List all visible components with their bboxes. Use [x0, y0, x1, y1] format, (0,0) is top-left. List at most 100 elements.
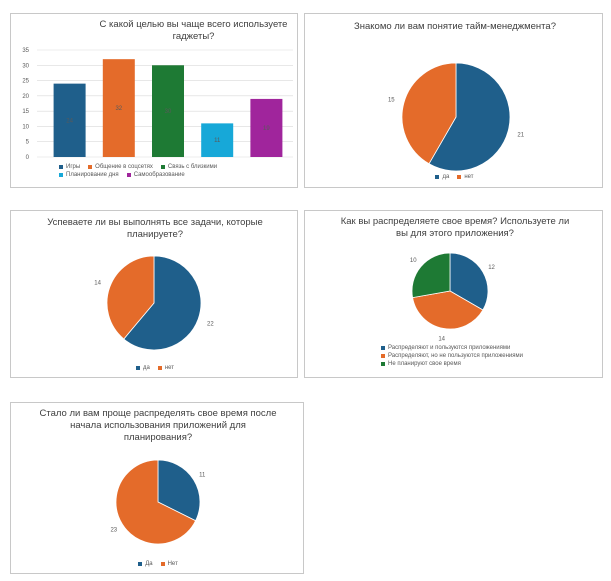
data-label: 14	[438, 336, 445, 342]
pie-slice	[157, 459, 201, 522]
legend-item: да	[435, 174, 449, 180]
pie-slice	[115, 459, 197, 545]
legend-item: Нет	[160, 561, 178, 567]
pie-chart: 21 15	[388, 62, 525, 172]
legend-swatch	[88, 165, 93, 169]
y-tick-label: 30	[22, 63, 29, 69]
legend-item: нет	[157, 365, 175, 371]
y-tick-label: 5	[26, 140, 30, 146]
legend-swatch	[135, 366, 140, 370]
legend-item: Не планируют свое время	[381, 361, 461, 367]
pie-slice	[401, 62, 457, 165]
pie-chart: 12 14 10	[410, 252, 496, 342]
legend-item: нет	[457, 174, 474, 180]
pie-slice	[428, 62, 511, 172]
legend-row: Игры Общение в соцсетях Связь с близкими	[59, 164, 289, 170]
legend-row: да нет	[305, 174, 604, 180]
data-label: 11	[199, 473, 206, 479]
legend-label: Связь с близкими	[167, 164, 218, 170]
pie-chart-panel-distribution: Как вы распределяете свое время? Использ…	[304, 210, 603, 378]
data-label: 12	[488, 265, 495, 271]
data-label: 30	[165, 109, 172, 115]
legend-label: Самообразование	[133, 172, 185, 178]
chart-legend: Да Нет	[11, 561, 305, 569]
legend-item: Общение в соцсетях	[88, 164, 153, 170]
chart-title: Как вы распределяете свое время? Использ…	[340, 216, 570, 239]
chart-legend: да нет	[305, 174, 604, 182]
legend-swatch	[138, 562, 143, 566]
data-label: 11	[214, 138, 221, 144]
pie-slice	[123, 255, 202, 351]
legend-item: Связь с близкими	[160, 164, 218, 170]
legend-item: Распределяют, но не пользуются приложени…	[381, 353, 523, 359]
chart-title: Успеваете ли вы выполнять все задачи, ко…	[47, 217, 263, 240]
legend-swatch	[160, 165, 165, 169]
pie-slice	[412, 290, 484, 330]
legend-item: да	[135, 365, 150, 371]
legend-item: Планирование дня	[59, 172, 119, 178]
data-label: 21	[517, 132, 524, 138]
legend-label: Распределяют, но не пользуются приложени…	[388, 353, 523, 359]
chart-legend: да нет	[11, 365, 299, 373]
legend-label: Игры	[66, 164, 81, 170]
bar	[102, 59, 135, 157]
pie-slice	[449, 252, 489, 311]
chart-title: Стало ли вам проще распределять свое вре…	[39, 408, 277, 443]
data-label: 19	[263, 126, 270, 132]
pie-chart: 11 23	[110, 459, 206, 545]
bar	[53, 83, 86, 157]
data-label: 24	[66, 118, 73, 124]
legend-swatch	[381, 362, 385, 366]
legend-row: Да Нет	[11, 561, 305, 567]
chart-title: Знакомо ли вам понятие тайм-менеджмента?	[354, 21, 556, 32]
legend-swatch	[59, 165, 63, 169]
data-label: 15	[388, 98, 395, 104]
legend-swatch	[59, 173, 63, 177]
legend-row: Не планируют свое время	[381, 361, 591, 367]
bar	[201, 123, 234, 157]
legend-label: Планирование дня	[66, 172, 119, 178]
pie-slice	[106, 255, 155, 340]
legend-item: Самообразование	[126, 172, 185, 178]
y-tick-label: 20	[22, 94, 29, 100]
legend-item: Да	[138, 561, 153, 567]
pie-chart-panel-familiar: Знакомо ли вам понятие тайм-менеджмента?…	[304, 13, 603, 188]
pie-chart: 22 14	[94, 255, 214, 351]
legend-swatch	[157, 366, 162, 370]
legend-swatch	[381, 354, 385, 358]
legend-label: да	[142, 365, 150, 371]
legend-label: Да	[145, 561, 153, 567]
legend-swatch	[435, 175, 440, 179]
legend-item: Игры	[59, 164, 80, 170]
bar	[152, 65, 184, 157]
legend-label: Нет	[167, 561, 178, 567]
y-tick-label: 35	[22, 48, 29, 54]
legend-swatch	[381, 346, 385, 350]
legend-label: Общение в соцсетях	[95, 164, 153, 170]
y-tick-label: 10	[22, 124, 29, 130]
y-tick-label: 15	[22, 109, 29, 115]
bar-chart: 0 5 10 15 20 25 30 35 24 32 30 11 19	[22, 48, 293, 161]
legend-label: нет	[464, 174, 474, 180]
legend-row: да нет	[11, 365, 299, 371]
chart-title: С какой целью вы чаще всего используете …	[99, 19, 288, 42]
legend-item: Распределяют и пользуются приложениями	[381, 345, 510, 351]
legend-label: нет	[164, 365, 175, 371]
pie-chart-panel-tasks: Успеваете ли вы выполнять все задачи, ко…	[10, 210, 298, 378]
bar-chart-panel: С какой целью вы чаще всего используете …	[10, 13, 298, 188]
data-label: 32	[115, 106, 122, 112]
legend-swatch	[160, 562, 165, 566]
data-label: 14	[94, 280, 101, 286]
pie-slice	[411, 252, 451, 299]
data-label: 22	[207, 322, 214, 328]
data-label: 23	[110, 527, 117, 533]
legend-label: да	[442, 174, 450, 180]
legend-swatch	[457, 175, 462, 179]
legend-swatch	[126, 173, 131, 177]
legend-row: Распределяют и пользуются приложениями	[381, 345, 591, 351]
legend-row: Распределяют, но не пользуются приложени…	[381, 353, 591, 359]
y-tick-label: 0	[26, 155, 30, 161]
y-tick-label: 25	[22, 79, 29, 85]
chart-legend: Игры Общение в соцсетях Связь с близкими Пл…	[59, 164, 289, 180]
bar	[250, 98, 283, 157]
